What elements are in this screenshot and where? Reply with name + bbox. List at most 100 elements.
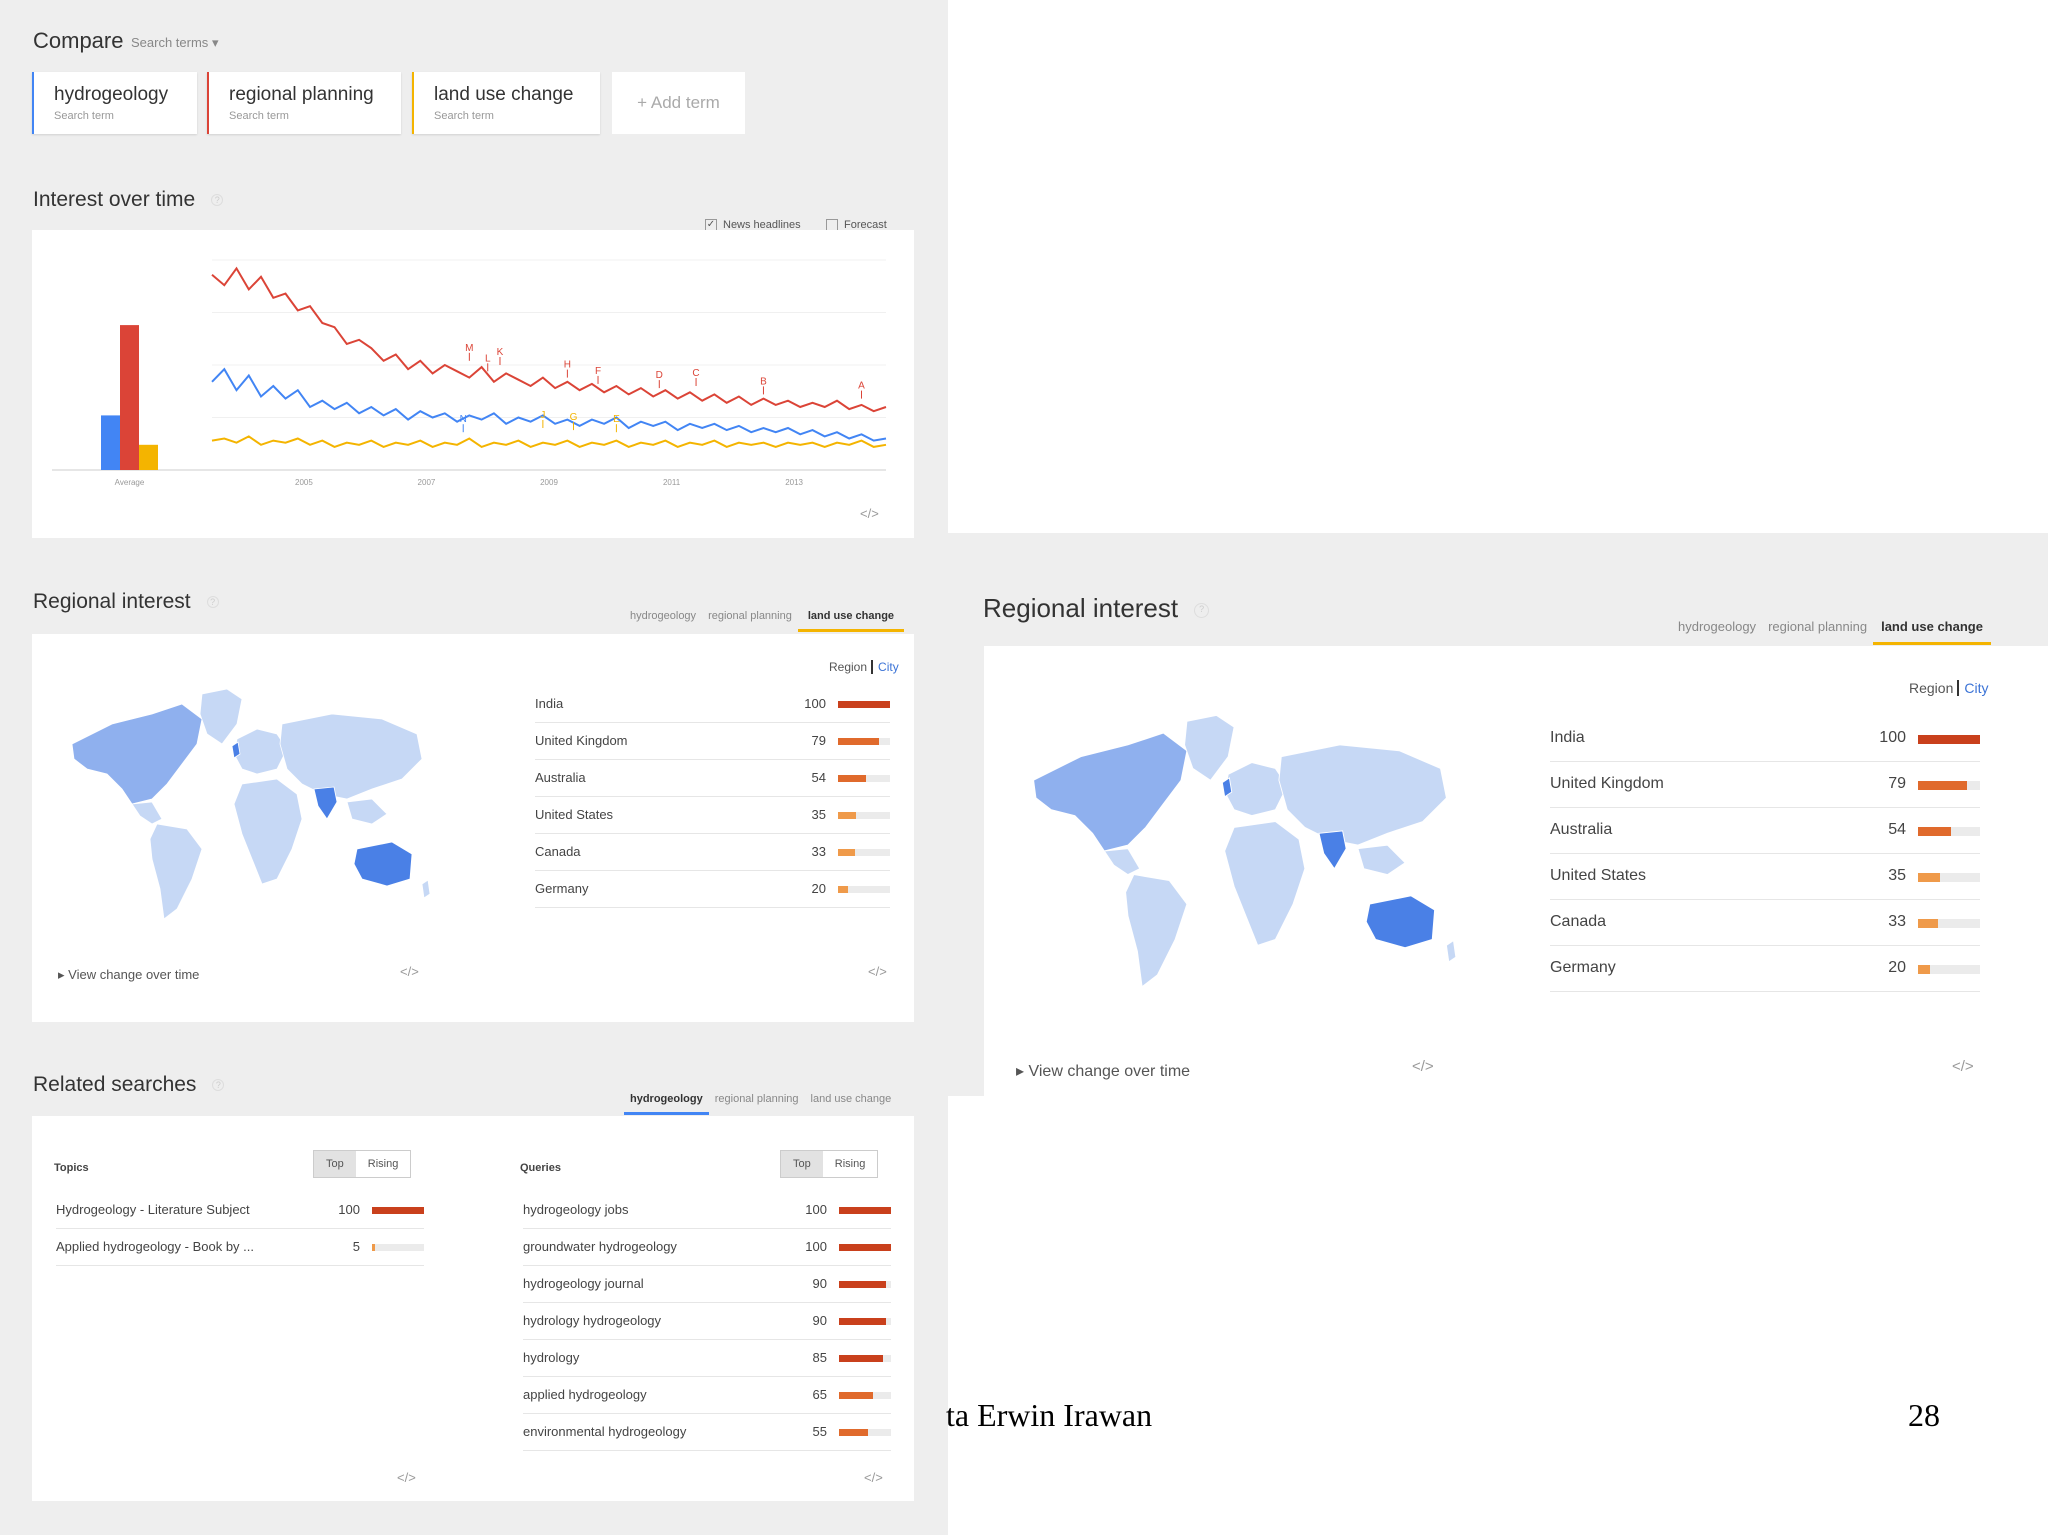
list-item[interactable]: groundwater hydrogeology 100 [523,1229,891,1266]
region-toggle[interactable]: Region [829,660,868,674]
map-southeast-asia[interactable] [1357,844,1406,876]
add-term-button[interactable]: + Add term [612,72,745,134]
item-value: 55 [812,1424,827,1439]
list-item[interactable]: United Kingdom 79 [535,723,890,760]
tab-regional-planning[interactable]: regional planning [714,1093,799,1105]
map-southeast-asia[interactable] [346,798,388,825]
map-new-zealand[interactable] [1445,939,1457,963]
map-central-america[interactable] [131,801,163,825]
list-item[interactable]: United States 35 [1550,854,1980,900]
news-marker-H[interactable]: H [564,360,571,371]
news-marker-M[interactable]: M [465,343,473,354]
region-toggle[interactable]: Region [1909,680,1954,696]
map-south-america[interactable] [149,823,203,920]
map-united-kingdom[interactable] [1221,777,1233,798]
tab-hydrogeology[interactable]: hydrogeology [630,610,697,622]
term-card-regional-planning[interactable]: regional planning Search term [207,72,401,134]
item-label: Germany [535,881,589,896]
news-marker-A[interactable]: A [858,381,865,392]
tab-land-use-change[interactable]: land use change [810,1093,892,1105]
embed-code-icon[interactable]: </> [400,964,419,979]
map-australia[interactable] [353,841,413,887]
map-europe[interactable] [233,728,288,775]
map-india[interactable] [313,786,338,820]
tab-hydrogeology[interactable]: hydrogeology [1678,619,1757,634]
news-marker-B[interactable]: B [760,376,767,387]
list-item[interactable]: hydrology 85 [523,1340,891,1377]
list-item[interactable]: United States 35 [535,797,890,834]
list-item[interactable]: hydrogeology journal 90 [523,1266,891,1303]
top-button[interactable]: Top [314,1151,356,1177]
list-item[interactable]: Australia 54 [535,760,890,797]
news-marker-F[interactable]: F [595,366,601,377]
tab-regional-planning[interactable]: regional planning [708,610,792,622]
top-button[interactable]: Top [781,1151,823,1177]
list-item[interactable]: Applied hydrogeology - Book by ... 5 [56,1229,424,1266]
tab-land-use-change[interactable]: land use change [1873,619,1991,645]
embed-code-icon[interactable]: </> [868,964,887,979]
rising-button[interactable]: Rising [367,1158,399,1170]
map-india[interactable] [1318,830,1347,870]
news-marker-D[interactable]: D [656,370,663,381]
embed-code-icon[interactable]: </> [1412,1058,1434,1075]
list-item[interactable]: hydrogeology jobs 100 [523,1192,891,1229]
tab-regional-planning[interactable]: regional planning [1768,619,1868,634]
map-greenland[interactable] [1184,714,1235,781]
list-item[interactable]: Australia 54 [1550,808,1980,854]
list-item[interactable]: United Kingdom 79 [1550,762,1980,808]
tab-land-use-change[interactable]: land use change [797,610,905,632]
map-asia[interactable] [1278,744,1447,846]
news-marker-K[interactable]: K [497,347,504,358]
map-north-america[interactable] [1033,732,1188,852]
list-item[interactable]: Canada 33 [1550,900,1980,946]
list-item[interactable]: hydrology hydrogeology 90 [523,1303,891,1340]
list-item[interactable]: Germany 20 [535,871,890,908]
bar-fill [838,849,856,856]
map-south-america[interactable] [1125,874,1188,988]
map-united-kingdom[interactable] [231,741,241,759]
list-item[interactable]: Hydrogeology - Literature Subject 100 [56,1192,424,1229]
search-terms-dropdown[interactable]: Search terms ▾ [131,35,218,51]
help-icon[interactable]: ? [206,596,219,609]
list-item[interactable]: Canada 33 [535,834,890,871]
view-change-over-time[interactable]: ▸ View change over time [1016,1061,1190,1081]
help-icon[interactable]: ? [211,194,224,207]
news-marker-N[interactable]: N [460,414,467,425]
embed-code-icon[interactable]: </> [397,1470,416,1485]
term-card-land-use-change[interactable]: land use change Search term [412,72,600,134]
map-greenland[interactable] [199,688,243,745]
map-north-america[interactable] [71,703,203,805]
region-city-toggle: Region City [829,660,899,674]
list-item[interactable]: environmental hydrogeology 55 [523,1414,891,1451]
list-item[interactable]: applied hydrogeology 65 [523,1377,891,1414]
bar-track [839,1207,891,1214]
help-icon[interactable]: ? [212,1079,225,1092]
city-toggle[interactable]: City [1964,680,1989,696]
term-card-hydrogeology[interactable]: hydrogeology Search term [32,72,197,134]
embed-code-icon[interactable]: </> [864,1470,883,1485]
list-item[interactable]: Germany 20 [1550,946,1980,992]
news-marker-J[interactable]: J [540,410,545,421]
tab-hydrogeology[interactable]: hydrogeology [624,1093,709,1115]
rising-button[interactable]: Rising [834,1158,866,1170]
list-item[interactable]: India 100 [1550,716,1980,762]
news-marker-C[interactable]: C [692,368,699,379]
map-new-zealand[interactable] [421,879,431,899]
x-tick-label: 2005 [295,478,313,487]
news-marker-E[interactable]: E [613,414,620,425]
list-item[interactable]: India 100 [535,686,890,723]
help-icon[interactable]: ? [1194,602,1210,618]
news-marker-G[interactable]: G [570,412,578,423]
map-europe[interactable] [1224,762,1288,817]
city-toggle[interactable]: City [878,660,899,674]
world-map [1033,714,1457,988]
map-africa[interactable] [1224,821,1306,946]
map-africa[interactable] [233,778,303,885]
map-central-america[interactable] [1103,848,1141,876]
view-change-over-time[interactable]: ▸ View change over time [58,967,199,983]
map-asia[interactable] [279,713,423,800]
news-marker-L[interactable]: L [485,353,491,364]
embed-code-icon[interactable]: </> [860,506,879,521]
map-australia[interactable] [1365,895,1436,949]
embed-code-icon[interactable]: </> [1952,1058,1974,1075]
